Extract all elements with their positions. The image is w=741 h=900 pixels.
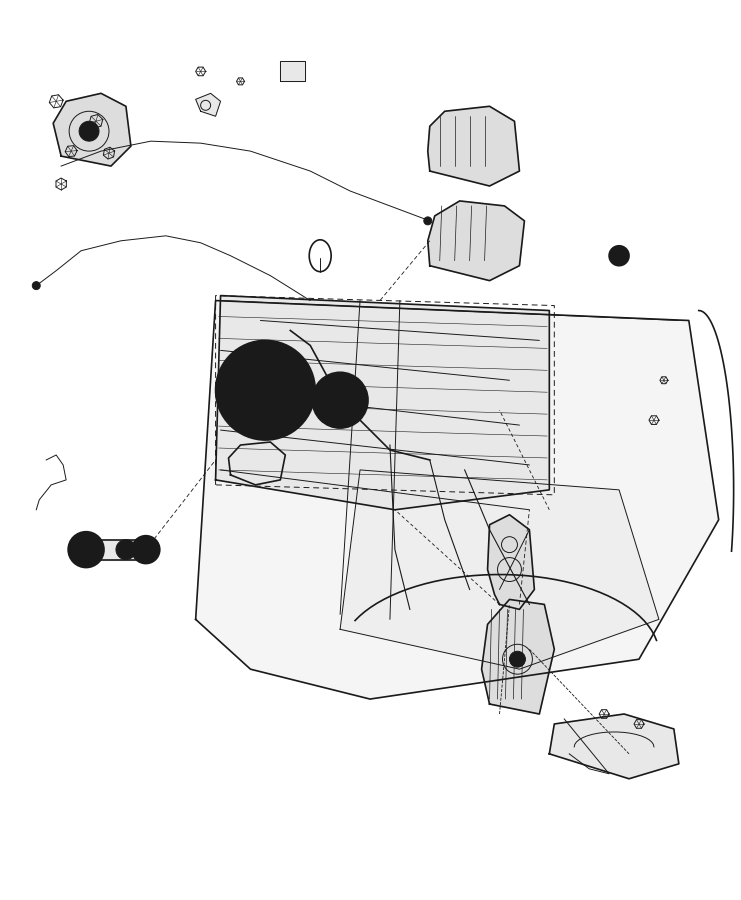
Circle shape bbox=[116, 540, 136, 560]
Circle shape bbox=[216, 340, 315, 440]
Polygon shape bbox=[86, 540, 146, 560]
Polygon shape bbox=[216, 295, 549, 509]
Polygon shape bbox=[196, 94, 221, 116]
Polygon shape bbox=[488, 515, 534, 609]
Circle shape bbox=[609, 246, 629, 266]
Circle shape bbox=[79, 122, 99, 141]
Circle shape bbox=[132, 536, 160, 563]
Polygon shape bbox=[428, 201, 525, 281]
Polygon shape bbox=[228, 442, 285, 485]
Circle shape bbox=[68, 532, 104, 568]
Circle shape bbox=[122, 545, 130, 554]
Polygon shape bbox=[53, 94, 131, 166]
Circle shape bbox=[257, 382, 273, 398]
Circle shape bbox=[312, 373, 368, 428]
Circle shape bbox=[33, 282, 40, 290]
Polygon shape bbox=[428, 106, 519, 186]
Circle shape bbox=[424, 217, 432, 225]
Polygon shape bbox=[280, 61, 305, 81]
Circle shape bbox=[332, 392, 348, 409]
Circle shape bbox=[614, 251, 624, 261]
Polygon shape bbox=[549, 714, 679, 778]
Polygon shape bbox=[196, 301, 719, 699]
Polygon shape bbox=[482, 599, 554, 714]
Polygon shape bbox=[340, 470, 659, 670]
Circle shape bbox=[510, 652, 525, 667]
